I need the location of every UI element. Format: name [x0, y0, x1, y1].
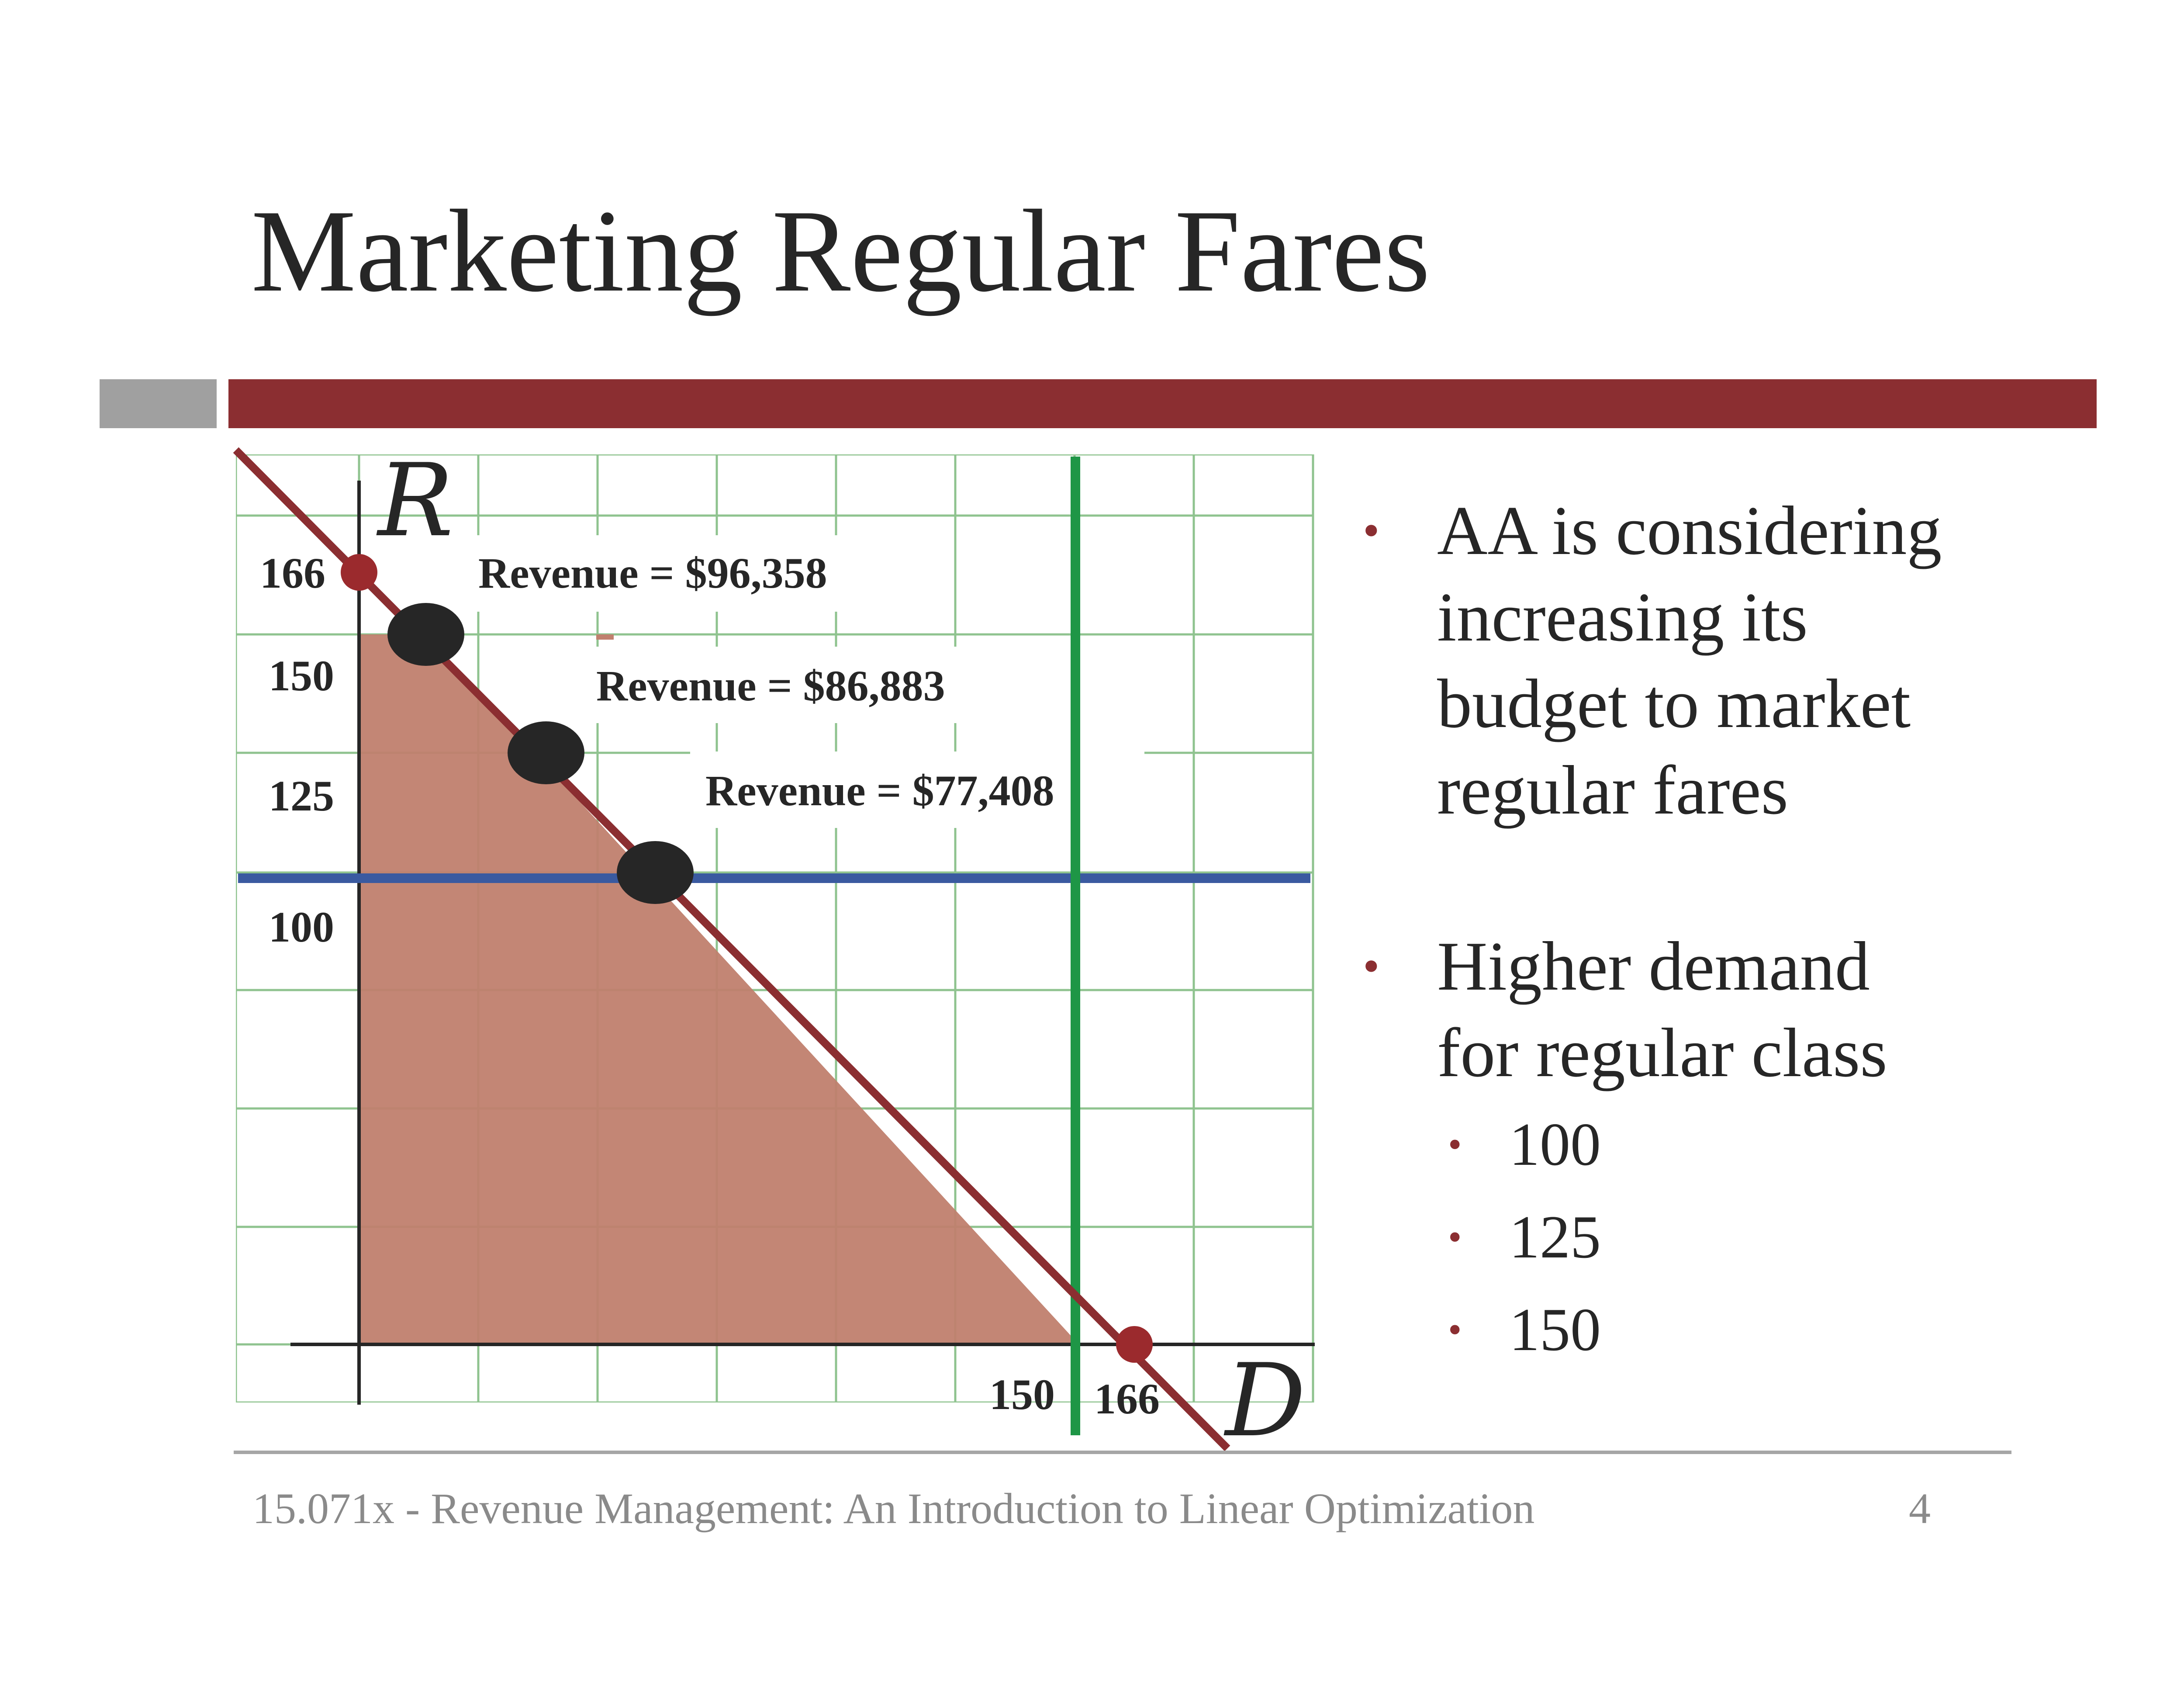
y-tick-100: 100 — [269, 903, 334, 951]
page-number: 4 — [1909, 1484, 1931, 1533]
bullet-dot: • — [1363, 504, 1380, 557]
y-tick-166: 166 — [260, 549, 325, 597]
bullet-line: Higher demand — [1437, 927, 1870, 1005]
sub-bullet-text: 125 — [1509, 1203, 1601, 1271]
x-axis-label: D — [1223, 1343, 1306, 1459]
sub-bullet-list: • 100 • 125 • 150 — [1363, 1098, 2105, 1376]
revenue-label-3: Revenue = $77,408 — [705, 766, 1054, 815]
bullet-line: regular fares — [1437, 751, 1788, 829]
sub-bullet-dot: • — [1448, 1123, 1462, 1166]
y-axis-label: R — [376, 443, 453, 559]
corner-point-2 — [508, 721, 584, 784]
bullet-line: budget to market — [1437, 665, 1911, 742]
x-tick-166: 166 — [1094, 1375, 1160, 1423]
sub-bullet-dot: • — [1448, 1216, 1462, 1259]
region-sliver — [596, 634, 614, 640]
revenue-label-1: Revenue = $96,358 — [478, 549, 827, 597]
y-tick-125: 125 — [269, 772, 334, 820]
corner-point-3 — [617, 841, 694, 904]
revenue-label-patch-3 — [690, 751, 1144, 828]
sub-bullet-dot: • — [1448, 1308, 1462, 1351]
bullet-line: increasing its — [1437, 578, 1808, 656]
sub-bullet-text: 100 — [1509, 1111, 1601, 1178]
revenue-label-2: Revenue = $86,883 — [596, 661, 945, 710]
intercept-point-r — [341, 554, 377, 591]
revenue-label-patch-2 — [581, 647, 1035, 723]
y-tick-150: 150 — [269, 651, 334, 700]
feasible-region — [359, 634, 1079, 1344]
bullet-dot: • — [1363, 939, 1380, 993]
footer-course-title: 15.071x - Revenue Management: An Introdu… — [252, 1484, 1535, 1533]
bullet-line: AA is considering — [1437, 492, 1942, 569]
slide-title: Marketing Regular Fares — [251, 186, 1431, 316]
bullet-list: • AA is considering increasing its budge… — [1363, 487, 2105, 1376]
sub-bullet-text: 150 — [1509, 1296, 1601, 1364]
bullet-item-demand: • Higher demand for regular class — [1363, 923, 2105, 1096]
footer-divider — [234, 1451, 2011, 1454]
bullet-line: for regular class — [1437, 1014, 1887, 1091]
revenue-label-patch-1 — [463, 535, 917, 612]
x-tick-150: 150 — [989, 1370, 1055, 1419]
title-accent-gray — [100, 379, 217, 428]
title-accent-red — [228, 379, 2097, 428]
intercept-point-d — [1116, 1326, 1153, 1363]
bullet-item-budget: • AA is considering increasing its budge… — [1363, 487, 2105, 833]
sub-bullet-125: • 125 — [1363, 1191, 2105, 1284]
sub-bullet-100: • 100 — [1363, 1098, 2105, 1191]
sub-bullet-150: • 150 — [1363, 1284, 2105, 1376]
corner-point-1 — [387, 603, 464, 666]
